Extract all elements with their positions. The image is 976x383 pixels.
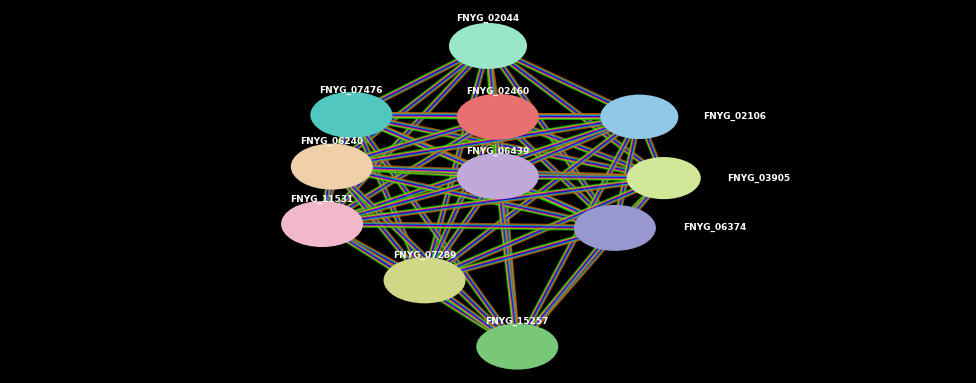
Text: FNYG_07476: FNYG_07476	[319, 85, 384, 95]
Ellipse shape	[600, 95, 678, 139]
Ellipse shape	[384, 257, 466, 303]
Ellipse shape	[627, 157, 701, 199]
Ellipse shape	[457, 153, 539, 199]
Text: FNYG_02106: FNYG_02106	[703, 112, 766, 121]
Text: FNYG_03905: FNYG_03905	[727, 173, 791, 183]
Ellipse shape	[291, 144, 373, 190]
Ellipse shape	[476, 324, 558, 370]
Text: FNYG_02044: FNYG_02044	[457, 14, 519, 23]
Text: FNYG_15257: FNYG_15257	[486, 317, 549, 326]
Text: FNYG_11531: FNYG_11531	[291, 195, 353, 204]
Ellipse shape	[457, 94, 539, 140]
Text: FNYG_07289: FNYG_07289	[393, 251, 456, 260]
Ellipse shape	[574, 205, 656, 251]
Text: FNYG_06439: FNYG_06439	[467, 147, 529, 156]
Text: FNYG_02460: FNYG_02460	[467, 87, 529, 97]
Ellipse shape	[449, 23, 527, 69]
Ellipse shape	[310, 92, 392, 138]
Ellipse shape	[281, 201, 363, 247]
Text: FNYG_06374: FNYG_06374	[683, 223, 747, 232]
Text: FNYG_06240: FNYG_06240	[301, 137, 363, 146]
